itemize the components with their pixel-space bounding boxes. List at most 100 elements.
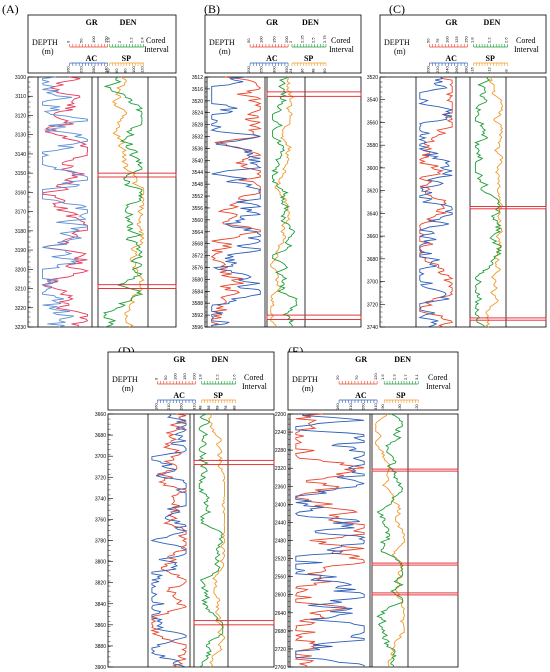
depth-label: DEPTH — [209, 38, 235, 47]
depth-tick-label: 3660 — [367, 234, 378, 240]
gr-scale-tick-label: 200 — [191, 373, 196, 380]
cored-interval — [97, 284, 177, 289]
cored-label-2: Interval — [144, 45, 170, 54]
den-scale-tick-label: 2.2 — [487, 37, 492, 43]
ac-title: AC — [266, 54, 278, 63]
ac-scale-tick-label: 310 — [191, 403, 196, 410]
depth-tick-label: 3584 — [192, 289, 203, 295]
panel-c-label: (C) — [389, 2, 405, 16]
depth-tick-label: 3840 — [95, 602, 106, 608]
depth-tick-label: 3200 — [15, 267, 26, 273]
cored-label-2: Interval — [329, 45, 355, 54]
den-curve — [376, 413, 404, 668]
depth-tick-label: 2680 — [275, 629, 286, 635]
ac-scale-tick-label: 250 — [259, 66, 264, 73]
ac-scale-tick-label: 340 — [104, 66, 109, 73]
depth-tick-label: 3100 — [15, 75, 26, 81]
sp-scale-tick-label: 36 — [299, 68, 304, 73]
depth-tick-label: 3576 — [192, 265, 203, 271]
sp-scale-tick-label: -12 — [487, 66, 492, 73]
den-scale-tick-label: 2.5 — [311, 37, 316, 43]
ac-scale-tick-label: 160 — [335, 403, 340, 410]
depth-tick-label: 2640 — [275, 611, 286, 617]
depth-tick-label: 3190 — [15, 248, 26, 254]
ac-scale-tick-label: 200 — [246, 66, 251, 73]
cored-interval — [469, 206, 547, 210]
depth-tick-label: 3544 — [192, 170, 203, 176]
depth-tick-label: 3660 — [95, 412, 106, 418]
depth-tick-label: 3780 — [95, 539, 106, 545]
depth-tick-label: 3560 — [192, 218, 203, 224]
depth-tick-label: 2720 — [275, 647, 286, 653]
depth-tick-label: 3548 — [192, 182, 203, 188]
den-scale-tick-label: 2.25 — [299, 34, 304, 43]
gr-scale-tick-label: 120 — [373, 373, 378, 380]
depth-tick-label: 3596 — [192, 325, 203, 331]
depth-tick-label: 2520 — [275, 557, 286, 563]
depth-unit: (m) — [219, 47, 231, 56]
depth-tick-label: 3592 — [192, 313, 203, 319]
gr-scale-tick-label: 125 — [454, 36, 459, 43]
depth-tick-label: 3700 — [95, 454, 106, 460]
sp-curve — [270, 76, 294, 328]
depth-tick-label: 2600 — [275, 593, 286, 599]
gr-scale-tick-label: 0 — [153, 377, 158, 380]
depth-tick-label: 2280 — [275, 448, 286, 454]
den-scale-tick-label: 2.75 — [322, 34, 327, 43]
gr-title: GR — [355, 355, 367, 364]
depth-tick-label: 3170 — [15, 210, 26, 216]
gr-scale-tick-label: 150 — [463, 36, 468, 43]
gr-scale-tick-label: 50 — [246, 38, 251, 43]
den-scale-tick-label: 2.4 — [140, 37, 145, 43]
gr-curve — [418, 76, 454, 328]
gr-scale-tick-label: 50 — [163, 375, 168, 380]
sp-scale-tick-label: 60 — [322, 68, 327, 73]
depth-tick-label: 3516 — [192, 87, 203, 93]
depth-unit: (m) — [302, 384, 314, 393]
cored-interval — [266, 91, 362, 97]
depth-tick-label: 3720 — [367, 302, 378, 308]
depth-tick-label: 3720 — [95, 475, 106, 481]
cored-interval — [266, 314, 362, 321]
log-body — [379, 76, 547, 328]
gr-scale-tick-label: 150 — [182, 373, 187, 380]
log-body — [107, 413, 275, 668]
gr-scale-tick-label: 50 — [425, 38, 430, 43]
gr-title: GR — [173, 355, 185, 364]
ac-scale-tick-label: 240 — [444, 66, 449, 73]
sp-scale-tick-label: -8 — [504, 69, 509, 73]
depth-tick-label: 3880 — [95, 644, 106, 650]
depth-tick-label: 3820 — [95, 581, 106, 587]
depth-label: DEPTH — [384, 38, 410, 47]
depth-tick-label: 2440 — [275, 520, 286, 526]
ac-scale-tick-label: 260 — [179, 403, 184, 410]
den-scale-tick-label: 2.7 — [403, 374, 408, 380]
depth-tick-label: 3540 — [192, 158, 203, 164]
sp-scale-tick-label: -30 — [397, 403, 402, 410]
den-title: DEN — [120, 18, 137, 27]
den-scale-tick-label: 2.6 — [504, 37, 509, 43]
log-body — [27, 76, 177, 328]
depth-tick-label: 3520 — [367, 75, 378, 81]
ac-title: AC — [445, 54, 457, 63]
gr-scale-tick-label: 150 — [104, 36, 109, 43]
sp-title: SP — [486, 54, 495, 63]
depth-unit: (m) — [42, 47, 54, 56]
ac-scale-tick-label: 160 — [66, 66, 71, 73]
ac-curve — [294, 413, 366, 667]
sp-scale-tick-label: 88 — [232, 405, 237, 410]
depth-tick-label: 3680 — [367, 257, 378, 263]
ac-scale-tick-label: 260 — [360, 403, 365, 410]
cored-interval — [193, 620, 275, 626]
ac-title: AC — [173, 391, 185, 400]
depth-tick-label: 3180 — [15, 229, 26, 235]
den-title: DEN — [302, 18, 319, 27]
panel-c: (C) DEPTH (m) GR AC DEN SP Cored Interval 50 75 10… — [366, 0, 550, 331]
sp-scale-tick-label: 68 — [215, 405, 220, 410]
depth-tick-label: 3580 — [367, 143, 378, 149]
gr-scale-tick-label: 75 — [435, 38, 440, 43]
sp-scale-tick-label: 24 — [288, 68, 293, 73]
ac-scale-tick-label: 200 — [425, 66, 430, 73]
